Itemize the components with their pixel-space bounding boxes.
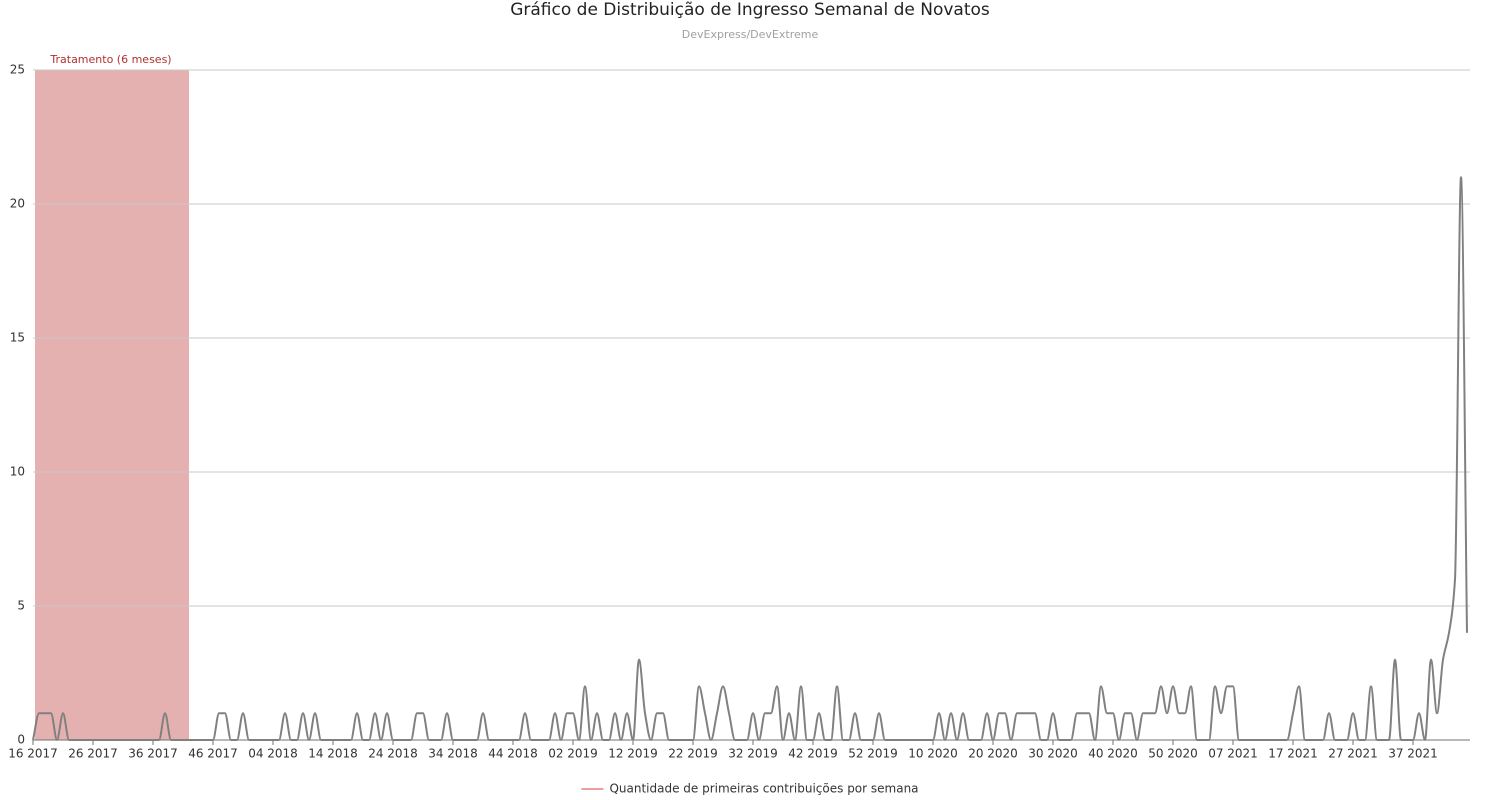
legend-label: Quantidade de primeiras contribuições po… (609, 782, 918, 796)
x-tick-label: 10 2020 (908, 747, 958, 761)
band-label: Tratamento (6 meses) (49, 53, 171, 66)
x-tick-label: 40 2020 (1088, 747, 1138, 761)
x-tick-label: 27 2021 (1328, 747, 1378, 761)
y-tick-label: 20 (10, 197, 25, 211)
x-tick-label: 42 2019 (788, 747, 838, 761)
x-tick-label: 46 2017 (188, 747, 238, 761)
y-tick-label: 10 (10, 465, 25, 479)
x-tick-label: 30 2020 (1028, 747, 1078, 761)
x-tick-label: 32 2019 (728, 747, 778, 761)
y-tick-label: 0 (17, 733, 25, 747)
y-tick-label: 15 (10, 331, 25, 345)
x-tick-label: 24 2018 (368, 747, 418, 761)
x-tick-label: 02 2019 (548, 747, 598, 761)
x-tick-label: 20 2020 (968, 747, 1018, 761)
x-tick-label: 12 2019 (608, 747, 658, 761)
x-tick-label: 37 2021 (1388, 747, 1438, 761)
treatment-band (35, 70, 189, 740)
x-tick-label: 07 2021 (1208, 747, 1258, 761)
chart-subtitle: DevExpress/DevExtreme (682, 28, 819, 41)
y-tick-label: 25 (10, 63, 25, 77)
x-tick-label: 34 2018 (428, 747, 478, 761)
x-tick-label: 17 2021 (1268, 747, 1318, 761)
y-tick-label: 5 (17, 599, 25, 613)
x-tick-label: 52 2019 (848, 747, 898, 761)
x-tick-label: 26 2017 (68, 747, 118, 761)
x-tick-label: 50 2020 (1148, 747, 1198, 761)
x-tick-label: 04 2018 (248, 747, 298, 761)
data-line (32, 176, 1468, 742)
x-tick-label: 16 2017 (8, 747, 58, 761)
x-tick-label: 44 2018 (488, 747, 538, 761)
x-tick-label: 22 2019 (668, 747, 718, 761)
x-tick-label: 36 2017 (128, 747, 178, 761)
x-tick-label: 14 2018 (308, 747, 358, 761)
chart-title: Gráfico de Distribuição de Ingresso Sema… (510, 0, 990, 20)
